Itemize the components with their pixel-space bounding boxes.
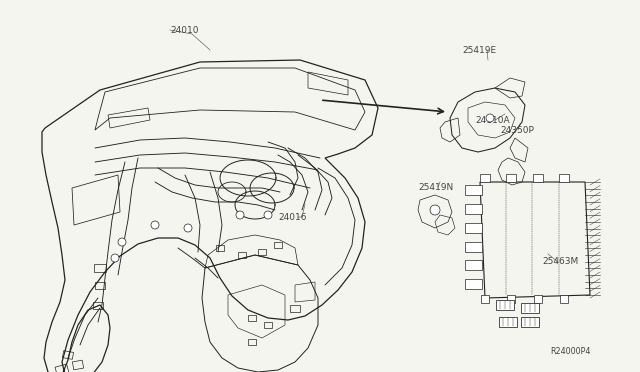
Circle shape bbox=[184, 224, 192, 232]
Text: 24010: 24010 bbox=[170, 26, 198, 35]
Bar bbox=[496, 300, 514, 310]
Bar bbox=[508, 295, 515, 303]
Text: 25463M: 25463M bbox=[542, 257, 579, 266]
Bar bbox=[465, 260, 482, 270]
Bar bbox=[499, 317, 517, 327]
Bar bbox=[560, 295, 568, 303]
Text: 24110A: 24110A bbox=[475, 115, 509, 125]
Circle shape bbox=[264, 211, 272, 219]
Bar bbox=[521, 317, 539, 327]
Text: R24000P4: R24000P4 bbox=[550, 347, 590, 356]
Circle shape bbox=[151, 221, 159, 229]
Circle shape bbox=[486, 114, 494, 122]
Bar bbox=[465, 279, 482, 289]
Bar bbox=[532, 174, 543, 182]
Bar bbox=[534, 295, 541, 303]
Bar bbox=[506, 174, 516, 182]
Bar bbox=[481, 295, 489, 303]
Text: 24350P: 24350P bbox=[500, 125, 534, 135]
Text: 24016: 24016 bbox=[278, 212, 307, 221]
Bar bbox=[480, 174, 490, 182]
Text: 25419E: 25419E bbox=[462, 45, 496, 55]
Bar bbox=[465, 223, 482, 232]
Text: 25419N: 25419N bbox=[418, 183, 453, 192]
Bar bbox=[521, 303, 539, 313]
Bar bbox=[465, 185, 482, 195]
Circle shape bbox=[118, 238, 126, 246]
Bar bbox=[465, 204, 482, 214]
Circle shape bbox=[111, 254, 119, 262]
Circle shape bbox=[236, 211, 244, 219]
Circle shape bbox=[430, 205, 440, 215]
Bar bbox=[465, 241, 482, 251]
Bar bbox=[559, 174, 569, 182]
